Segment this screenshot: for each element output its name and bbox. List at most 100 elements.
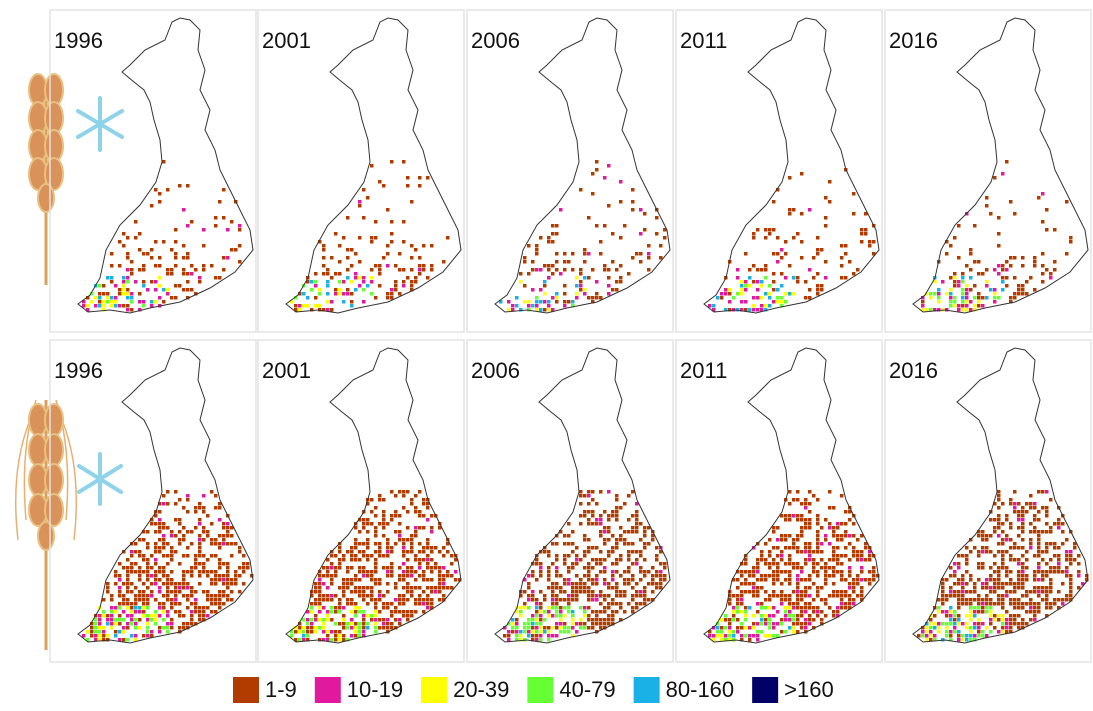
map-cell <box>406 566 410 570</box>
map-cell <box>804 502 808 506</box>
map-cell <box>130 602 134 606</box>
map-cell <box>178 586 182 590</box>
map-cell <box>728 634 732 638</box>
map-cell <box>945 634 949 638</box>
map-cell <box>595 574 599 578</box>
map-cell <box>430 566 434 570</box>
map-cell <box>358 276 362 280</box>
legend-label: 1-9 <box>265 677 297 702</box>
map-cell <box>1001 618 1005 622</box>
map-cell <box>539 268 543 272</box>
map-cell <box>342 618 346 622</box>
map-cell <box>844 534 848 538</box>
map-cell <box>1021 514 1025 518</box>
map-cell <box>342 300 346 304</box>
map-cell <box>162 570 166 574</box>
map-cell <box>921 634 925 638</box>
map-cell <box>162 160 166 164</box>
map-cell <box>178 522 182 526</box>
map-cell <box>555 606 559 610</box>
map-cell <box>170 558 174 562</box>
map-cell <box>130 582 134 586</box>
map-cell <box>214 582 218 586</box>
map-cell <box>780 622 784 626</box>
map-cell <box>390 232 394 236</box>
map-cell <box>322 308 326 312</box>
map-cell <box>290 634 294 638</box>
map-cell <box>438 586 442 590</box>
map-cell <box>961 578 965 582</box>
map-cell <box>949 300 953 304</box>
map-cell <box>330 598 334 602</box>
map-cell <box>764 606 768 610</box>
map-cell <box>118 240 122 244</box>
map-cell <box>86 638 90 642</box>
map-cell <box>426 562 430 566</box>
map-cell <box>158 566 162 570</box>
map-cell <box>1033 526 1037 530</box>
map-cell <box>362 300 366 304</box>
map-cell <box>338 288 342 292</box>
year-label: 2006 <box>471 28 520 53</box>
map-cell <box>326 280 330 284</box>
map-cell <box>130 634 134 638</box>
map-cell <box>1033 288 1037 292</box>
map-cell <box>402 494 406 498</box>
map-cell <box>322 256 326 260</box>
map-cell <box>406 538 410 542</box>
map-cell <box>784 618 788 622</box>
map-cell <box>969 626 973 630</box>
map-cell <box>800 578 804 582</box>
map-cell <box>350 280 354 284</box>
map-cell <box>334 554 338 558</box>
map-cell <box>1049 578 1053 582</box>
map-cell <box>792 208 796 212</box>
map-cell <box>1001 550 1005 554</box>
map-cell <box>342 626 346 630</box>
map-cell <box>126 288 130 292</box>
map-cell <box>860 566 864 570</box>
map-cell <box>226 256 230 260</box>
map-cell <box>872 240 876 244</box>
map-cell <box>210 610 214 614</box>
map-cell <box>458 578 462 582</box>
map-cell <box>1005 590 1009 594</box>
map-cell <box>860 578 864 582</box>
map-cell <box>961 598 965 602</box>
map-cell <box>1033 606 1037 610</box>
map-cell <box>603 538 607 542</box>
map-cell <box>1001 502 1005 506</box>
map-cell <box>402 546 406 550</box>
map-cell <box>555 252 559 256</box>
map-cell <box>527 300 531 304</box>
map-cell <box>210 594 214 598</box>
map-cell <box>977 598 981 602</box>
map-cell <box>1025 590 1029 594</box>
map-cell <box>832 526 836 530</box>
map-cell <box>426 542 430 546</box>
map-cell <box>90 292 94 296</box>
map-cell <box>1057 546 1061 550</box>
map-cell <box>1073 558 1077 562</box>
map-cell <box>808 606 812 610</box>
map-cell <box>1001 276 1005 280</box>
map-cell <box>796 498 800 502</box>
map-cell <box>519 606 523 610</box>
map-cell <box>764 562 768 566</box>
map-cell <box>784 276 788 280</box>
map-cell <box>414 578 418 582</box>
map-cell <box>1005 594 1009 598</box>
map-cell <box>102 630 106 634</box>
map-cell <box>194 554 198 558</box>
map-cell <box>772 530 776 534</box>
map-cell <box>559 618 563 622</box>
map-cell <box>744 300 748 304</box>
map-cell <box>1037 538 1041 542</box>
map-cell <box>953 236 957 240</box>
map-cell <box>426 538 430 542</box>
map-cell <box>961 590 965 594</box>
map-cell <box>1017 502 1021 506</box>
map-cell <box>330 630 334 634</box>
map-cell <box>1033 514 1037 518</box>
map-cell <box>194 510 198 514</box>
